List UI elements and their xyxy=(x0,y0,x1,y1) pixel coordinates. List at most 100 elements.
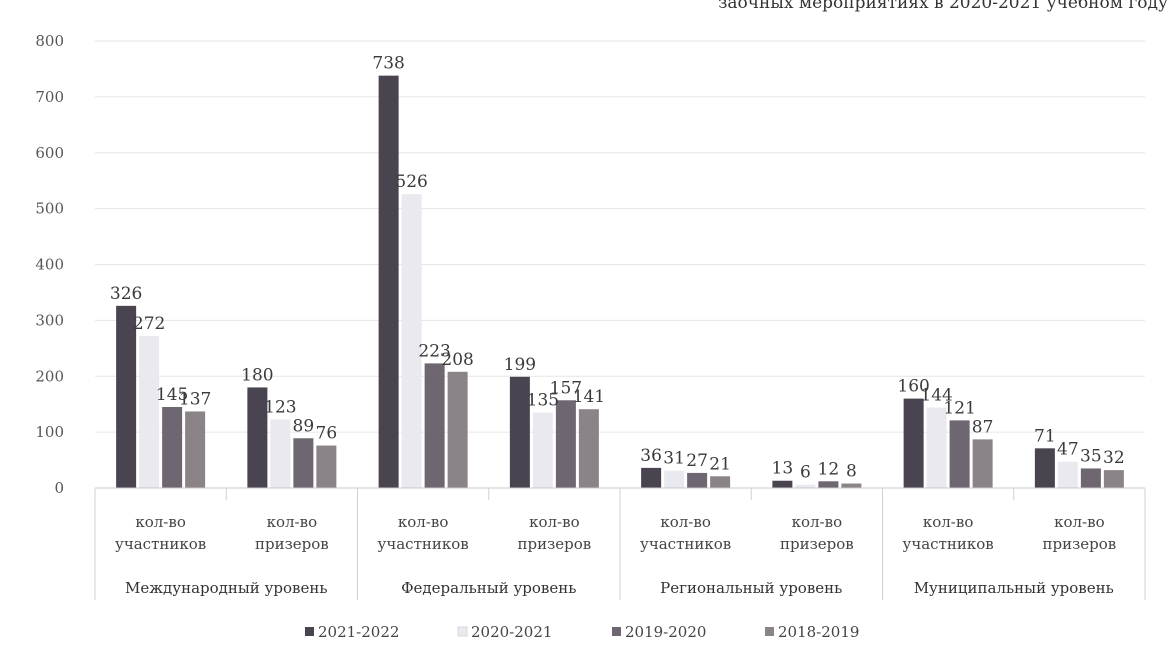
data-label: 35 xyxy=(1080,446,1102,466)
category-label: кол-во участников xyxy=(115,513,206,553)
legend-swatch xyxy=(457,626,468,637)
data-label: 89 xyxy=(293,416,315,436)
chart-title: заочных мероприятиях в 2020-2021 учебном… xyxy=(718,0,1168,13)
bar xyxy=(116,305,137,488)
y-tick-label: 400 xyxy=(35,256,64,274)
bar xyxy=(903,398,924,488)
group-label: Международный уровень xyxy=(125,579,328,597)
category-label: кол-во участников xyxy=(640,513,731,553)
y-tick-label: 800 xyxy=(35,32,64,50)
data-label: 32 xyxy=(1103,448,1125,468)
y-tick-label: 100 xyxy=(35,423,64,441)
data-label: 160 xyxy=(897,377,929,397)
legend: 2021-2022 2020-2021 2019-2020 2018-2019 xyxy=(305,623,859,641)
data-label: 144 xyxy=(920,386,952,406)
bar xyxy=(1057,461,1078,488)
data-label: 141 xyxy=(573,387,605,407)
data-label: 157 xyxy=(550,378,582,398)
category-label: кол-во призеров xyxy=(1043,513,1117,553)
bar xyxy=(162,406,183,488)
category-label: кол-во участников xyxy=(903,513,994,553)
group-label: Муниципальный уровень xyxy=(914,579,1114,597)
category-label: кол-во призеров xyxy=(518,513,592,553)
legend-label: 2018-2019 xyxy=(778,623,859,641)
bar xyxy=(1034,448,1055,488)
data-label: 27 xyxy=(686,451,708,471)
legend-swatch xyxy=(612,627,621,636)
y-tick-label: 600 xyxy=(35,144,64,162)
data-label: 6 xyxy=(800,463,811,483)
bar xyxy=(972,439,993,488)
data-label: 137 xyxy=(179,389,211,409)
bar xyxy=(185,411,206,488)
data-label: 135 xyxy=(527,391,559,411)
data-label: 223 xyxy=(418,341,450,361)
data-label: 13 xyxy=(772,459,794,479)
bar xyxy=(293,438,314,488)
y-tick-label: 0 xyxy=(54,479,64,497)
data-label: 12 xyxy=(818,459,840,479)
category-label: кол-во участников xyxy=(378,513,469,553)
bar xyxy=(247,387,268,488)
group-label: Региональный уровень xyxy=(660,579,842,597)
legend-label: 2021-2022 xyxy=(318,623,399,641)
bar xyxy=(578,409,599,488)
bar xyxy=(841,483,862,488)
bar xyxy=(270,419,291,488)
bar xyxy=(818,481,839,488)
bar xyxy=(1080,468,1101,488)
bar xyxy=(710,476,731,488)
data-label: 76 xyxy=(316,424,338,444)
data-label: 47 xyxy=(1057,440,1079,460)
x-axis: кол-во участников кол-во призеров кол-во учас… xyxy=(94,487,1146,600)
y-tick-label: 300 xyxy=(35,311,64,329)
data-label: 145 xyxy=(156,385,188,405)
bar xyxy=(532,412,553,488)
data-label: 526 xyxy=(395,172,427,192)
bar xyxy=(687,472,708,488)
legend-label: 2019-2020 xyxy=(625,623,706,641)
data-label: 31 xyxy=(663,449,685,469)
bar xyxy=(555,400,576,488)
data-label: 21 xyxy=(709,454,731,474)
bar xyxy=(316,445,337,488)
data-label: 272 xyxy=(133,314,165,334)
bar xyxy=(772,480,793,488)
bar xyxy=(424,363,445,488)
bar xyxy=(641,467,662,488)
legend-swatch xyxy=(765,627,774,636)
data-label: 738 xyxy=(372,54,404,74)
data-label: 326 xyxy=(110,284,142,304)
data-label: 36 xyxy=(640,446,662,466)
data-label: 123 xyxy=(264,397,296,417)
bar xyxy=(139,336,160,488)
legend-swatch xyxy=(305,627,314,636)
bar xyxy=(378,75,399,488)
bar xyxy=(509,376,530,488)
bar xyxy=(1103,470,1124,488)
bar xyxy=(926,407,947,488)
data-label: 121 xyxy=(943,398,975,418)
bar xyxy=(447,371,468,488)
bar xyxy=(664,470,685,488)
data-label: 87 xyxy=(972,417,994,437)
bar xyxy=(401,194,422,488)
category-label: кол-во призеров xyxy=(255,513,329,553)
group-label: Федеральный уровень xyxy=(401,579,576,597)
y-tick-label: 500 xyxy=(35,200,64,218)
bar xyxy=(795,484,816,488)
data-label: 180 xyxy=(241,365,273,385)
y-tick-label: 200 xyxy=(35,367,64,385)
y-tick-label: 700 xyxy=(35,88,64,106)
category-label: кол-во призеров xyxy=(780,513,854,553)
data-label: 8 xyxy=(846,462,857,482)
data-label: 208 xyxy=(441,350,473,370)
y-axis-ticks: 0 100 200 300 400 500 600 700 800 xyxy=(35,32,64,497)
gridlines xyxy=(95,40,1145,433)
legend-label: 2020-2021 xyxy=(471,623,552,641)
bar xyxy=(949,420,970,488)
bars xyxy=(116,75,1124,488)
data-label: 199 xyxy=(504,355,536,375)
